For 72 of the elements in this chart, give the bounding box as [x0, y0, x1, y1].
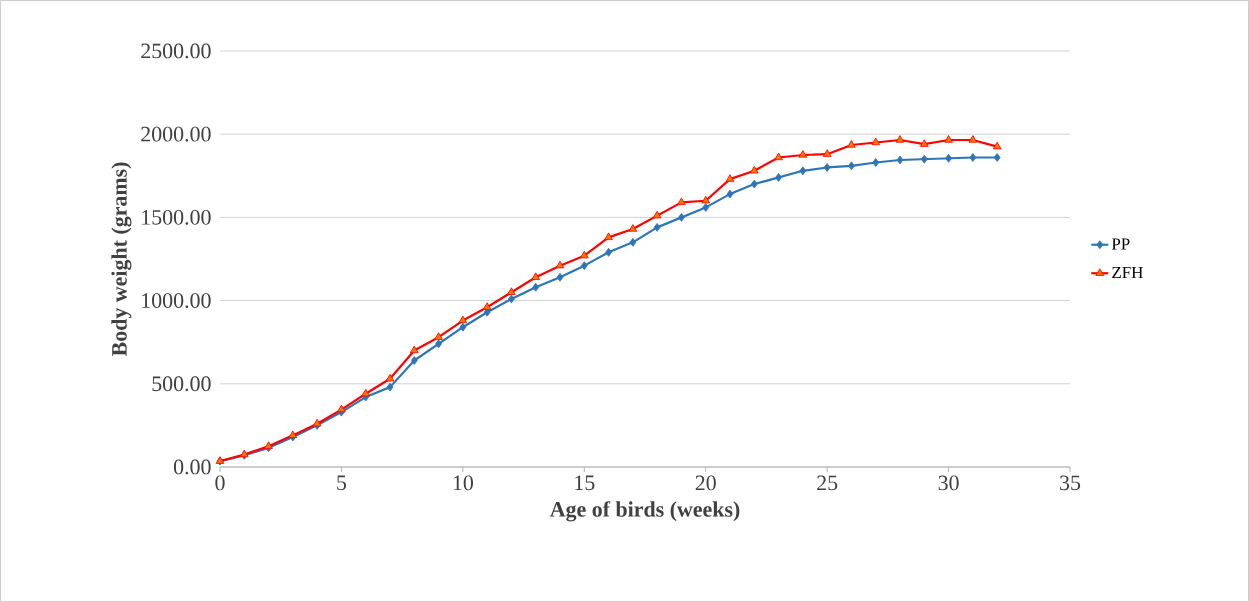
- point: [969, 153, 977, 162]
- point: [555, 260, 565, 269]
- x-tick-label: 30: [938, 475, 959, 491]
- point: [944, 135, 953, 143]
- point: [920, 154, 928, 164]
- point: [968, 135, 978, 143]
- y-tick-label: 0.00: [173, 459, 211, 475]
- legend-label: PP: [1111, 238, 1130, 250]
- point: [507, 287, 516, 295]
- point: [385, 373, 395, 382]
- x-tick-label: 15: [575, 475, 595, 491]
- y-tick-label: 500.00: [152, 376, 211, 392]
- y-tick-label: 1000.00: [142, 293, 211, 309]
- point: [410, 356, 418, 365]
- point: [945, 153, 952, 163]
- point: [361, 388, 371, 397]
- y-axis-title: Body weight (grams): [111, 162, 132, 357]
- point: [580, 250, 589, 259]
- point: [750, 179, 758, 189]
- point: [508, 294, 515, 304]
- x-tick-label: 5: [337, 475, 347, 491]
- point: [605, 247, 612, 257]
- point: [629, 237, 637, 247]
- point: [677, 197, 686, 206]
- point: [993, 153, 1001, 162]
- point: [847, 140, 856, 148]
- x-tick-label: 25: [817, 475, 838, 491]
- point: [920, 139, 929, 147]
- point: [459, 322, 467, 332]
- y-tick-label: 2500.00: [141, 43, 211, 59]
- point: [896, 155, 904, 165]
- x-tick-label: 20: [695, 475, 716, 491]
- point: [604, 232, 613, 240]
- x-tick-label: 35: [1060, 475, 1081, 491]
- point: [702, 203, 710, 212]
- point: [992, 141, 1002, 150]
- point: [823, 163, 831, 172]
- point: [872, 158, 880, 167]
- point: [799, 166, 807, 176]
- point: [386, 382, 394, 392]
- point: [531, 272, 541, 280]
- point: [652, 210, 662, 219]
- point: [775, 173, 782, 182]
- x-tick-label: 0: [215, 475, 225, 491]
- point: [337, 404, 346, 413]
- point: [556, 272, 564, 282]
- point: [726, 189, 734, 199]
- point: [701, 195, 711, 204]
- point: [435, 339, 442, 349]
- point: [725, 174, 735, 182]
- point: [653, 222, 661, 232]
- point: [750, 165, 759, 174]
- point: [628, 224, 638, 232]
- point: [580, 261, 588, 271]
- point: [798, 150, 808, 158]
- point: [434, 332, 443, 340]
- x-tick-label: 10: [453, 475, 473, 491]
- point: [822, 149, 832, 157]
- y-tick-label: 1500.00: [142, 209, 211, 225]
- point: [678, 213, 685, 222]
- point: [895, 135, 905, 143]
- point: [458, 315, 468, 324]
- x-axis-title: Age of birds (weeks): [549, 501, 740, 522]
- legend-label: ZFH: [1112, 266, 1143, 279]
- point: [532, 282, 540, 292]
- point: [410, 345, 419, 354]
- point: [774, 152, 783, 161]
- point: [482, 302, 492, 310]
- point: [848, 161, 855, 171]
- point: [871, 137, 880, 146]
- point: [264, 441, 273, 449]
- y-tick-label: 2000.00: [141, 126, 211, 142]
